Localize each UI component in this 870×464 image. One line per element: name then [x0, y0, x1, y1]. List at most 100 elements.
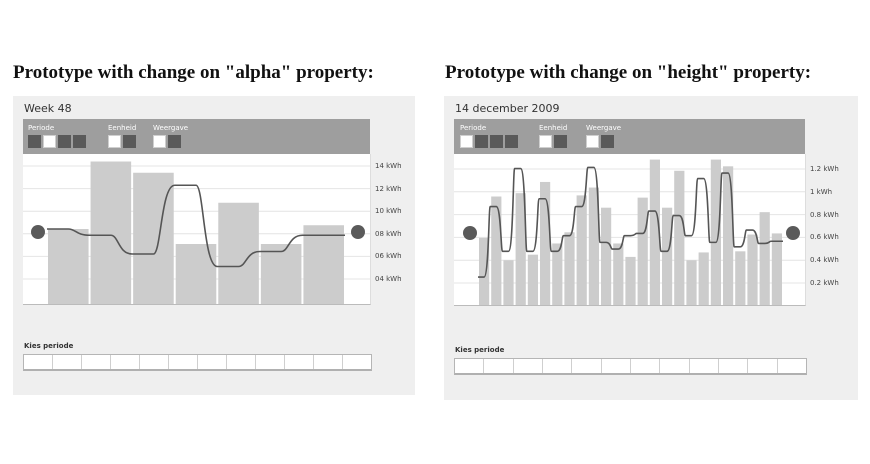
- chart-area: [23, 154, 371, 305]
- period-cell[interactable]: [53, 355, 82, 369]
- weergave-option-button-2[interactable]: [601, 135, 614, 148]
- period-cell[interactable]: [285, 355, 314, 369]
- period-cell[interactable]: [514, 359, 543, 373]
- bar[interactable]: [759, 212, 770, 305]
- bar[interactable]: [686, 260, 697, 305]
- period-cell[interactable]: [543, 359, 573, 373]
- eenheid-option-button-1[interactable]: [108, 135, 121, 148]
- period-selector: [454, 358, 807, 375]
- period-cell[interactable]: [455, 359, 485, 373]
- periode-option-button-1[interactable]: [460, 135, 473, 148]
- bar[interactable]: [503, 260, 514, 305]
- period-cell[interactable]: [227, 355, 256, 369]
- right-range-handle[interactable]: [351, 225, 365, 239]
- periode-option-button-2[interactable]: [475, 135, 488, 148]
- weergave-option-button-1[interactable]: [153, 135, 166, 148]
- period-cell[interactable]: [140, 355, 169, 369]
- period-cell[interactable]: [719, 359, 749, 373]
- period-title: Week 48: [24, 102, 72, 115]
- y-tick-label: 04 kWh: [375, 275, 402, 283]
- bar[interactable]: [564, 232, 575, 305]
- bar[interactable]: [613, 243, 624, 305]
- bar[interactable]: [723, 166, 734, 305]
- y-tick-label: 0.2 kWh: [810, 279, 839, 287]
- period-selector: [23, 354, 372, 371]
- bar[interactable]: [90, 161, 132, 305]
- period-cell[interactable]: [198, 355, 227, 369]
- eenheid-option-button-2[interactable]: [554, 135, 567, 148]
- bar[interactable]: [662, 207, 673, 305]
- right-range-handle[interactable]: [786, 226, 800, 240]
- period-cell[interactable]: [631, 359, 661, 373]
- bar[interactable]: [747, 234, 758, 305]
- eenheid-option-button-2[interactable]: [123, 135, 136, 148]
- period-cell[interactable]: [111, 355, 140, 369]
- period-cell[interactable]: [343, 355, 371, 369]
- eenheid-group: Eenheid: [108, 124, 136, 148]
- weergave-label: Weergave: [153, 124, 189, 132]
- bar[interactable]: [491, 196, 502, 305]
- bar[interactable]: [674, 170, 685, 305]
- weergave-option-button-1[interactable]: [586, 135, 599, 148]
- left-heading: Prototype with change on "alpha" propert…: [13, 62, 374, 83]
- y-tick-label: 06 kWh: [375, 252, 402, 261]
- height-prototype-widget: 14 december 2009 Periode Eenheid Weergav…: [444, 96, 858, 400]
- periode-option-button-3[interactable]: [490, 135, 503, 148]
- period-cell[interactable]: [82, 355, 111, 369]
- periode-option-button-1[interactable]: [28, 135, 41, 148]
- period-cell[interactable]: [314, 355, 343, 369]
- eenheid-group: Eenheid: [539, 124, 567, 148]
- bar[interactable]: [601, 207, 612, 305]
- bar[interactable]: [260, 244, 302, 304]
- bar[interactable]: [771, 233, 782, 305]
- y-tick-label: 10 kWh: [375, 207, 402, 216]
- bar[interactable]: [515, 193, 526, 305]
- trend-line: [47, 184, 345, 268]
- bar[interactable]: [625, 256, 636, 305]
- bar[interactable]: [710, 159, 721, 305]
- periode-label: Periode: [460, 124, 487, 132]
- period-cell[interactable]: [778, 359, 806, 373]
- y-tick-label: 1 kWh: [810, 187, 833, 196]
- period-cell[interactable]: [748, 359, 778, 373]
- period-cell[interactable]: [24, 355, 53, 369]
- period-cell[interactable]: [690, 359, 719, 373]
- weergave-option-button-2[interactable]: [168, 135, 181, 148]
- bar[interactable]: [527, 254, 538, 305]
- bar[interactable]: [735, 251, 746, 305]
- bar[interactable]: [576, 195, 587, 305]
- period-cell[interactable]: [660, 359, 690, 373]
- eenheid-label: Eenheid: [539, 124, 568, 132]
- chart-area: [454, 154, 806, 306]
- bar[interactable]: [588, 187, 599, 305]
- weergave-group: Weergave: [153, 124, 188, 148]
- period-cell[interactable]: [484, 359, 514, 373]
- periode-group: Periode: [460, 124, 518, 148]
- periode-label: Periode: [28, 124, 55, 132]
- period-cell[interactable]: [256, 355, 285, 369]
- period-cell[interactable]: [602, 359, 631, 373]
- periode-option-button-4[interactable]: [505, 135, 518, 148]
- periode-option-button-2[interactable]: [43, 135, 56, 148]
- bar[interactable]: [175, 244, 217, 304]
- bar[interactable]: [479, 237, 490, 305]
- left-range-handle[interactable]: [31, 225, 45, 239]
- weergave-label: Weergave: [586, 124, 622, 132]
- y-tick-label: 08 kWh: [375, 229, 402, 238]
- period-cell[interactable]: [169, 355, 198, 369]
- bar[interactable]: [649, 159, 660, 305]
- periode-option-button-4[interactable]: [73, 135, 86, 148]
- eenheid-option-button-1[interactable]: [539, 135, 552, 148]
- bar[interactable]: [637, 197, 648, 305]
- bar[interactable]: [540, 181, 551, 305]
- bar[interactable]: [698, 252, 709, 305]
- bar[interactable]: [303, 225, 344, 304]
- bar[interactable]: [48, 229, 89, 304]
- period-cell[interactable]: [572, 359, 602, 373]
- alpha-prototype-widget: Week 48 Periode Eenheid Weergave 14 kWh 1…: [13, 96, 415, 395]
- kies-periode-label: Kies periode: [455, 346, 505, 354]
- eenheid-label: Eenheid: [108, 124, 137, 132]
- left-range-handle[interactable]: [463, 226, 477, 240]
- bar[interactable]: [552, 243, 563, 305]
- periode-option-button-3[interactable]: [58, 135, 71, 148]
